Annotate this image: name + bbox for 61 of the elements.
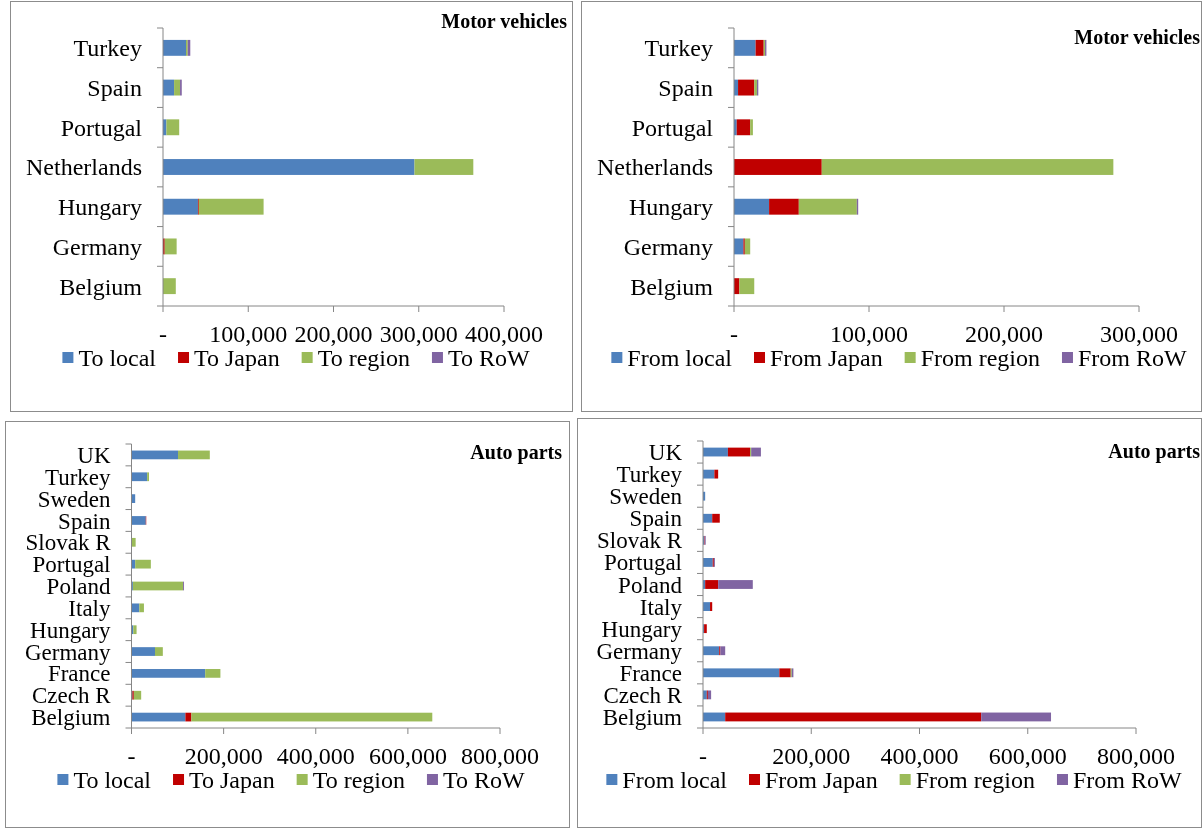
legend-label: From region <box>920 345 1040 371</box>
y-tick-label: Turkey <box>73 35 142 62</box>
y-tick-label: Spain <box>629 506 683 532</box>
x-tick-label: 400,000 <box>465 321 543 347</box>
y-tick-label: Italy <box>68 595 111 621</box>
y-tick-label: Portugal <box>60 114 143 141</box>
x-tick-label: 600,000 <box>368 743 447 769</box>
legend-label: From RoW <box>1077 345 1187 371</box>
x-tick-label: - <box>730 321 738 347</box>
y-tick-label: Portugal <box>32 552 111 578</box>
x-tick-label: - <box>127 743 136 769</box>
x-tick-label: 800,000 <box>461 743 539 769</box>
legend-label: From local <box>627 345 733 371</box>
legend-label: To local <box>78 345 157 371</box>
legend-label: From Japan <box>770 345 883 371</box>
x-tick-label: 200,000 <box>294 321 373 347</box>
x-tick-label: - <box>699 743 707 769</box>
y-tick-label: Czech R <box>603 682 683 708</box>
x-tick-label: 300,000 <box>1100 321 1178 347</box>
y-tick-label: Turkey <box>644 35 713 62</box>
legend-label: To region <box>317 345 410 371</box>
x-tick-label: 800,000 <box>1097 743 1175 769</box>
y-tick-label: Netherlands <box>597 154 713 181</box>
x-tick-label: 200,000 <box>772 743 851 769</box>
y-tick-label: Hungary <box>58 194 142 221</box>
x-tick-label: 400,000 <box>880 743 959 769</box>
legend-label: From local <box>622 767 728 793</box>
legend-label: To region <box>312 767 405 793</box>
legend-label: From region <box>915 767 1035 793</box>
y-tick-label: Spain <box>658 74 713 101</box>
y-tick-label: Belgium <box>630 273 714 300</box>
chart-title: Motor vehicles <box>441 10 568 32</box>
y-tick-label: Belgium <box>602 705 683 731</box>
x-tick-label: 300,000 <box>379 321 458 347</box>
y-tick-label: Germany <box>52 233 142 260</box>
legend-label: From Japan <box>765 767 878 793</box>
legend-label: From RoW <box>1072 767 1182 793</box>
y-tick-label: Netherlands <box>26 154 142 181</box>
chart-title: Auto parts <box>1108 440 1201 463</box>
legend-label: To local <box>73 767 152 793</box>
x-tick-label: 600,000 <box>988 743 1067 769</box>
y-tick-label: Italy <box>639 594 683 620</box>
y-tick-label: Hungary <box>629 194 713 221</box>
y-tick-label: Belgium <box>59 273 143 300</box>
y-tick-label: Portugal <box>631 114 714 141</box>
x-tick-label: 100,000 <box>209 321 288 347</box>
chart-title: Auto parts <box>470 441 563 464</box>
y-tick-label: Spain <box>87 74 142 101</box>
legend-label: To RoW <box>447 345 530 371</box>
x-tick-label: 400,000 <box>276 743 355 769</box>
legend-label: To Japan <box>189 767 275 793</box>
legend-label: To Japan <box>194 345 280 371</box>
legend-label: To RoW <box>442 767 525 793</box>
x-tick-label: - <box>159 321 167 347</box>
y-tick-label: Germany <box>623 233 713 260</box>
y-tick-label: Portugal <box>604 550 682 576</box>
chart-title: Motor vehicles <box>1074 26 1201 48</box>
x-tick-label: 100,000 <box>830 321 908 347</box>
x-tick-label: 200,000 <box>965 321 1043 347</box>
x-tick-label: 200,000 <box>184 743 263 769</box>
y-tick-label: Spain <box>58 508 111 534</box>
